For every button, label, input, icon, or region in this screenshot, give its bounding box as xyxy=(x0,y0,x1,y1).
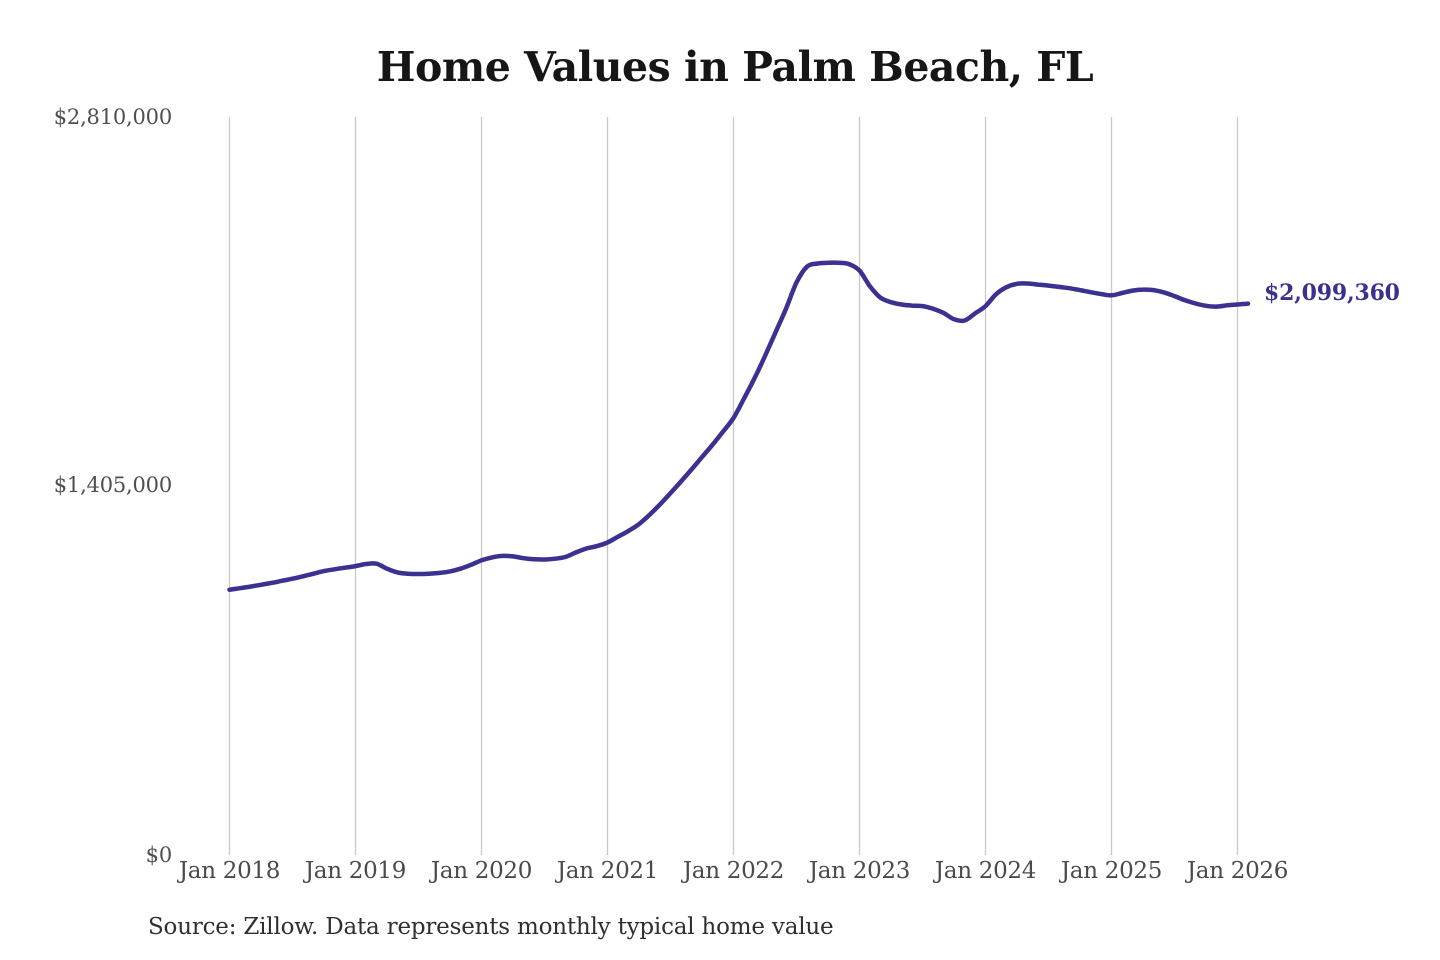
x-axis-tick-label: Jan 2021 xyxy=(556,858,659,884)
source-note: Source: Zillow. Data represents monthly … xyxy=(148,914,834,940)
y-axis-tick-label-max: $2,810,000 xyxy=(53,105,172,129)
chart-title: Home Values in Palm Beach, FL xyxy=(376,43,1094,91)
x-axis-tick-label: Jan 2019 xyxy=(304,858,407,884)
latest-value-label: $2,099,360 xyxy=(1264,280,1400,306)
x-axis-tick-label: Jan 2018 xyxy=(178,858,281,884)
y-axis-tick-label-zero: $0 xyxy=(145,843,173,867)
x-axis-tick-label: Jan 2020 xyxy=(430,858,533,884)
x-axis-tick-label: Jan 2023 xyxy=(808,858,911,884)
x-axis-tick-label: Jan 2022 xyxy=(682,858,785,884)
x-axis-tick-label: Jan 2025 xyxy=(1060,858,1163,884)
x-axis-tick-label: Jan 2026 xyxy=(1186,858,1289,884)
home-value-line xyxy=(227,260,1251,592)
y-axis-tick-label-mid: $1,405,000 xyxy=(53,473,172,497)
x-axis-tick-label: Jan 2024 xyxy=(934,858,1037,884)
